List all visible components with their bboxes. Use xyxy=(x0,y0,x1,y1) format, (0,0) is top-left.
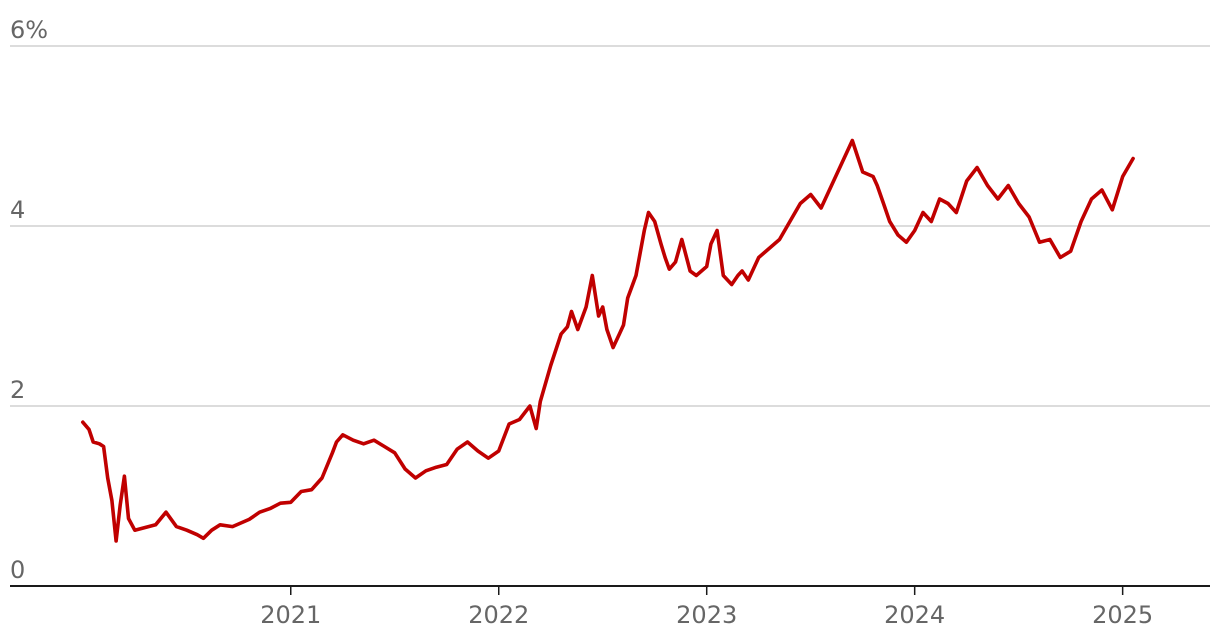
y-axis-labels: 0 2 4 6% xyxy=(10,16,48,584)
series-layer xyxy=(81,138,1135,543)
x-tick-label: 2025 xyxy=(1092,601,1153,629)
x-tick-label: 2022 xyxy=(468,601,529,629)
gridlines xyxy=(10,45,1210,407)
y-tick-label: 0 xyxy=(10,556,25,584)
series-line-0 xyxy=(81,138,1135,543)
y-tick-label: 2 xyxy=(10,376,25,404)
x-axis: 2021 2022 2023 2024 2025 xyxy=(10,585,1210,629)
x-tick-label: 2023 xyxy=(676,601,737,629)
x-tick-label: 2021 xyxy=(260,601,321,629)
y-tick-label: 6% xyxy=(10,16,48,44)
y-tick-label: 4 xyxy=(10,196,25,224)
x-tick-label: 2024 xyxy=(884,601,945,629)
